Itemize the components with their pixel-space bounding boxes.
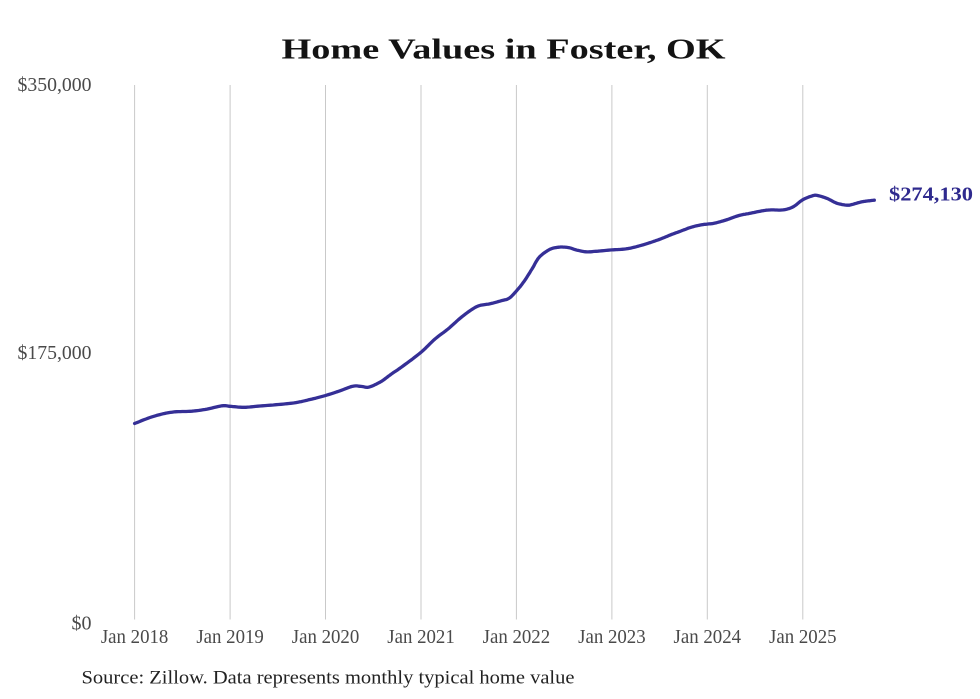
- svg-text:$350,000: $350,000: [18, 74, 92, 96]
- svg-text:Jan 2023: Jan 2023: [578, 626, 646, 648]
- svg-text:Home Values in Foster, OK: Home Values in Foster, OK: [282, 34, 726, 65]
- svg-text:Jan 2021: Jan 2021: [387, 626, 455, 648]
- svg-text:$0: $0: [72, 613, 92, 635]
- svg-text:Jan 2018: Jan 2018: [101, 626, 169, 648]
- svg-text:Jan 2020: Jan 2020: [292, 626, 360, 648]
- svg-text:Source: Zillow. Data represent: Source: Zillow. Data represents monthly …: [82, 668, 575, 689]
- svg-text:$175,000: $175,000: [18, 342, 92, 364]
- svg-text:$274,130: $274,130: [889, 184, 973, 206]
- svg-text:Jan 2019: Jan 2019: [196, 626, 264, 648]
- svg-text:Jan 2024: Jan 2024: [674, 626, 742, 648]
- svg-text:Jan 2025: Jan 2025: [769, 626, 837, 648]
- svg-text:Jan 2022: Jan 2022: [483, 626, 551, 648]
